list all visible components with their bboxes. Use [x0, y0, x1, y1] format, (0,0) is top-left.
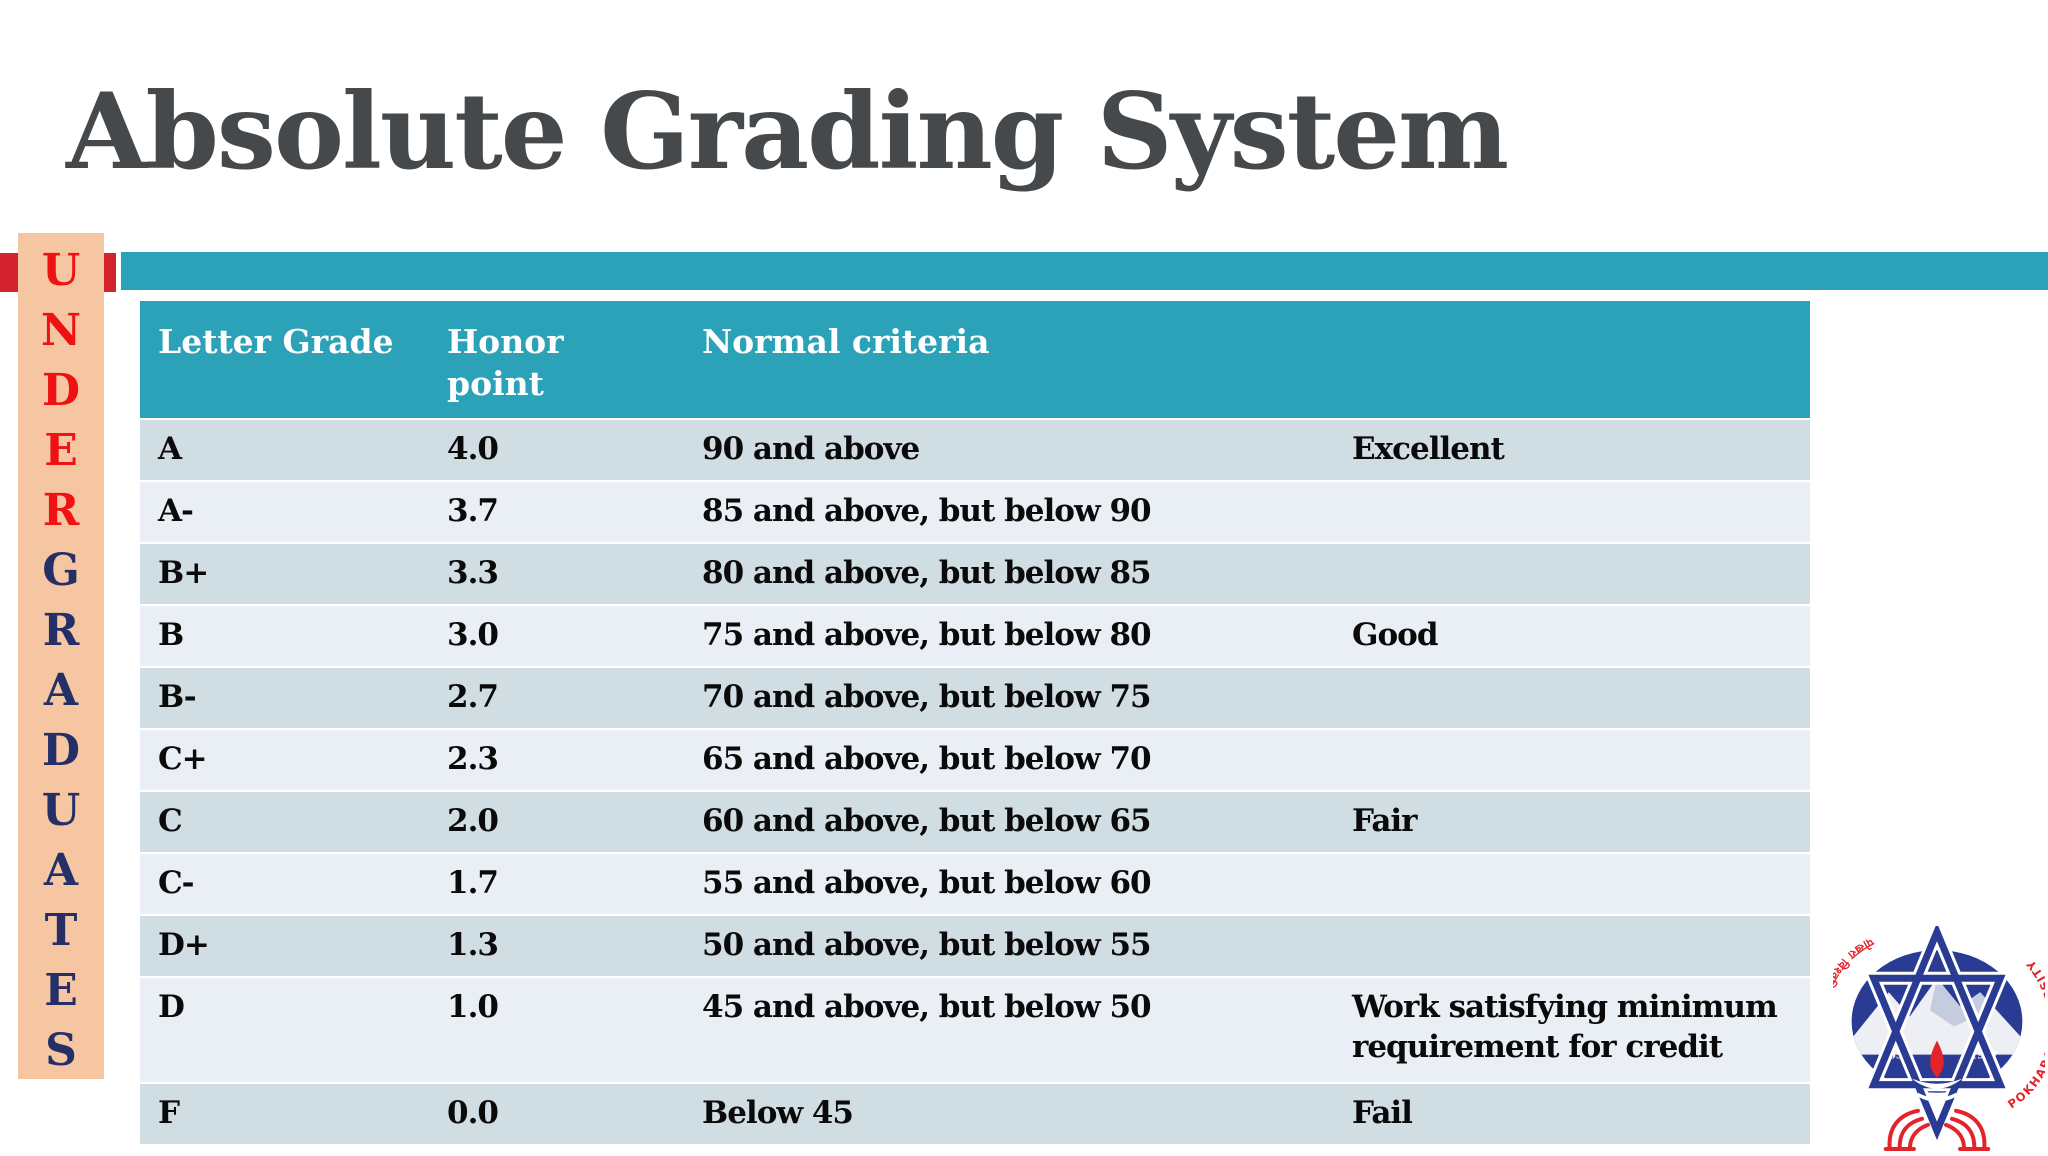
grade-cell: C+ — [158, 741, 208, 778]
grading-table: Letter Grade Honor point Normal criteria… — [140, 301, 1810, 1146]
table-row: C+ 2.3 65 and above, but below 70 — [140, 730, 1810, 790]
vertical-letter: E — [44, 425, 78, 476]
hands-icon — [1883, 1108, 1991, 1151]
grade-cell: A — [158, 431, 182, 468]
criteria-cell: 65 and above, but below 70 — [702, 741, 1152, 778]
vertical-letter: R — [42, 605, 80, 656]
criteria-cell: 60 and above, but below 65 — [702, 803, 1152, 840]
table-row: D+ 1.3 50 and above, but below 55 — [140, 916, 1810, 976]
honor-cell: 1.7 — [447, 865, 499, 902]
grade-cell: F — [158, 1095, 180, 1132]
grade-cell: D — [158, 989, 185, 1025]
honor-cell: 3.3 — [447, 555, 499, 592]
grade-cell: A- — [158, 493, 194, 530]
criteria-cell: 90 and above — [702, 431, 920, 468]
vertical-letter: N — [40, 305, 82, 356]
honor-cell: 1.0 — [447, 989, 499, 1025]
grade-cell: C — [158, 803, 183, 840]
vertical-letter: S — [45, 1025, 77, 1076]
remark-cell: Work satisfying minimum requirement for … — [1352, 989, 1778, 1065]
honor-cell: 0.0 — [447, 1095, 499, 1132]
table-row: B 3.0 75 and above, but below 80 Good — [140, 606, 1810, 666]
table-row: B+ 3.3 80 and above, but below 85 — [140, 544, 1810, 604]
header-honor-point: Honor point — [447, 301, 702, 405]
flame-icon — [1930, 1040, 1944, 1078]
grade-cell: B — [158, 617, 184, 654]
honor-cell: 3.0 — [447, 617, 499, 654]
book-icon — [1917, 1092, 1957, 1102]
grade-cell: C- — [158, 865, 195, 902]
criteria-cell: 55 and above, but below 60 — [702, 865, 1152, 902]
table-row: C 2.0 60 and above, but below 65 Fair — [140, 792, 1810, 852]
grade-cell: D+ — [158, 927, 210, 964]
table-row: C- 1.7 55 and above, but below 60 — [140, 854, 1810, 914]
grade-cell: B+ — [158, 555, 209, 592]
honor-cell: 2.7 — [447, 679, 499, 716]
honor-cell: 3.7 — [447, 493, 499, 530]
table-row: F 0.0 Below 45 Fail — [140, 1084, 1810, 1144]
criteria-cell: 70 and above, but below 75 — [702, 679, 1152, 716]
vertical-letter: E — [44, 965, 78, 1016]
header-remarks — [1352, 301, 1810, 321]
vertical-letter: G — [42, 545, 80, 596]
header-honor-point-text: Honor point — [447, 322, 564, 404]
header-normal-criteria: Normal criteria — [702, 322, 990, 361]
lamp-icon — [1911, 1078, 1963, 1089]
honor-cell: 1.3 — [447, 927, 499, 964]
vertical-letter: T — [44, 905, 78, 956]
teal-accent-bar — [121, 252, 2048, 290]
criteria-cell: 80 and above, but below 85 — [702, 555, 1152, 592]
vertical-letter: A — [43, 845, 79, 896]
honor-cell: 2.3 — [447, 741, 499, 778]
grade-cell: B- — [158, 679, 197, 716]
criteria-cell: 75 and above, but below 80 — [702, 617, 1152, 654]
vertical-letter: D — [41, 725, 81, 776]
criteria-cell: 50 and above, but below 55 — [702, 927, 1152, 964]
vertical-letter: A — [43, 665, 79, 716]
table-row: A 4.0 90 and above Excellent — [140, 420, 1810, 480]
logo-year-left: 2053 — [1882, 1051, 1910, 1062]
table-row: A- 3.7 85 and above, but below 90 — [140, 482, 1810, 542]
criteria-cell: Below 45 — [702, 1095, 854, 1132]
criteria-cell: 85 and above, but below 90 — [702, 493, 1152, 530]
university-logo-svg: 2053 1997 POKHARA UNIVERSITY प — [1814, 914, 2048, 1151]
table-header-row: Letter Grade Honor point Normal criteria — [140, 301, 1810, 418]
vertical-letter: U — [41, 785, 81, 836]
remark-cell: Fail — [1352, 1095, 1413, 1132]
undergraduates-vertical-banner: U N D E R G R A D U A T E S — [18, 233, 104, 1079]
pokhara-university-logo: 2053 1997 POKHARA UNIVERSITY प — [1814, 914, 2048, 1152]
honor-cell: 2.0 — [447, 803, 499, 840]
honor-cell: 4.0 — [447, 431, 499, 468]
remark-cell: Good — [1352, 617, 1439, 654]
vertical-letter: R — [42, 485, 80, 536]
header-letter-grade: Letter Grade — [158, 322, 394, 361]
table-row: B- 2.7 70 and above, but below 75 — [140, 668, 1810, 728]
remark-cell: Fair — [1352, 803, 1418, 840]
slide-title: Absolute Grading System — [66, 69, 1509, 193]
vertical-letter: D — [41, 365, 81, 416]
remark-cell: Excellent — [1352, 431, 1505, 468]
table-row: D 1.0 45 and above, but below 50 Work sa… — [140, 978, 1810, 1082]
vertical-letter: U — [41, 245, 81, 296]
criteria-cell: 45 and above, but below 50 — [702, 989, 1152, 1025]
